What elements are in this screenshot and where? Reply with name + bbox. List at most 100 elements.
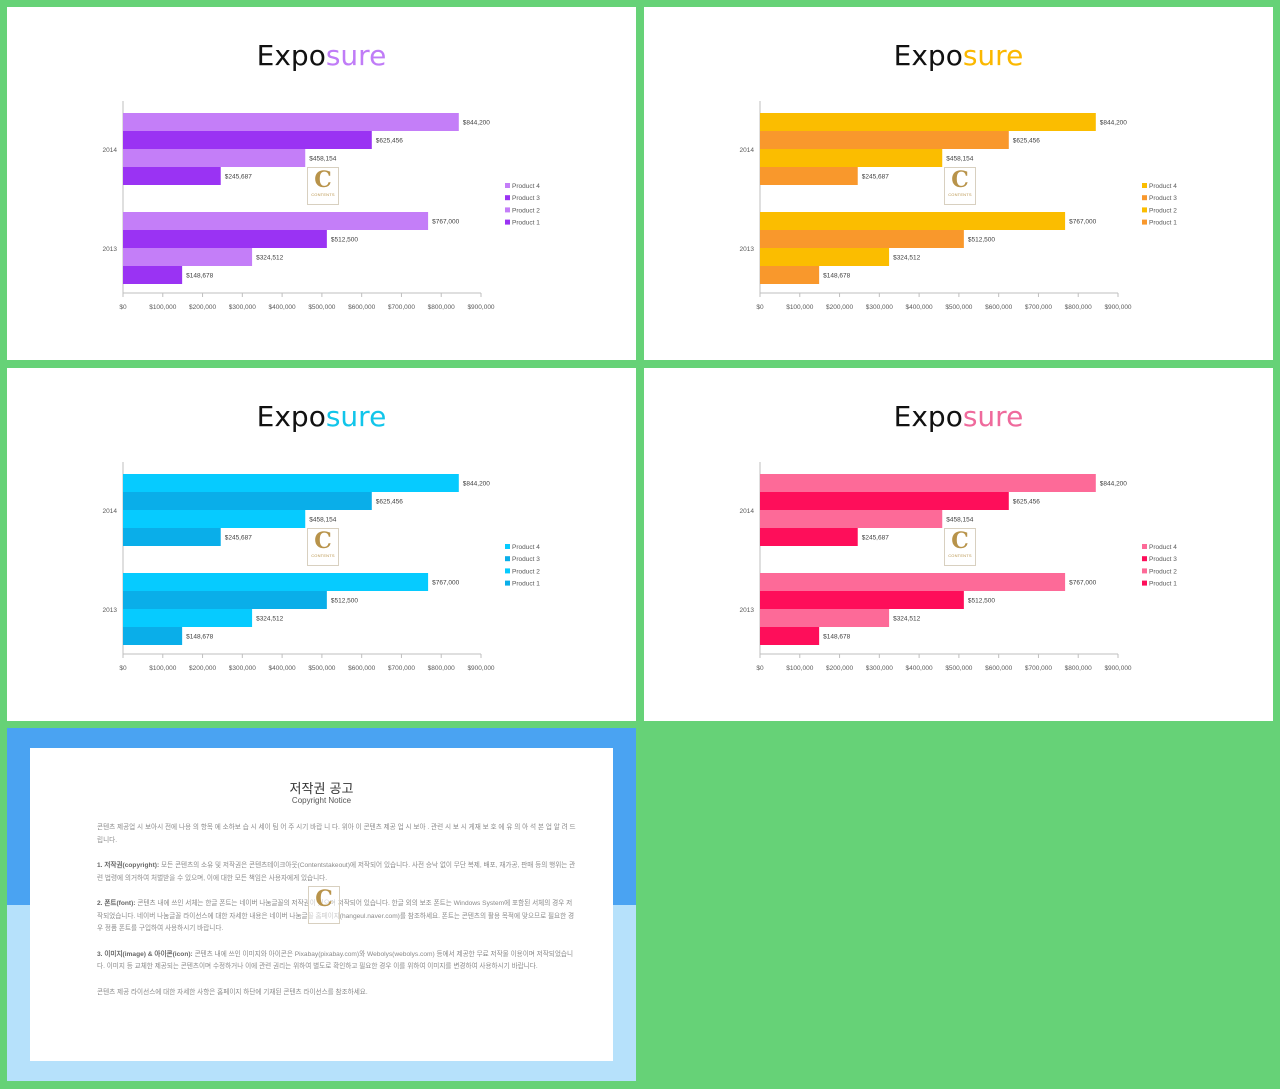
data-label: $324,512 xyxy=(256,255,283,262)
bar-product-4-2013 xyxy=(760,212,1066,230)
category-label: 2013 xyxy=(103,246,118,253)
bar-chart: $0 $100,000 $200,000 $300,000 $400,000 $500,0… xyxy=(740,462,1177,672)
legend-swatch xyxy=(505,580,510,586)
bar-product-1-2014 xyxy=(123,167,221,185)
slide-orange: Exposure $0 $100,000 $200,000 $300,000 $400,0… xyxy=(644,7,1273,360)
data-label: $512,500 xyxy=(968,598,995,605)
legend-swatch xyxy=(505,544,510,549)
x-tick-label: $300,000 xyxy=(866,665,893,672)
data-label: $512,500 xyxy=(968,237,995,244)
bar-product-4-2014 xyxy=(760,113,1096,131)
slide-title: Exposure xyxy=(7,39,636,72)
legend-swatch xyxy=(505,219,510,225)
x-tick-label: $600,000 xyxy=(348,665,375,672)
bar-product-4-2014 xyxy=(123,113,459,131)
category-label: 2014 xyxy=(740,147,755,154)
bar-product-3-2014 xyxy=(123,131,372,149)
data-label: $512,500 xyxy=(331,598,358,605)
x-tick-label: $400,000 xyxy=(269,665,296,672)
x-tick-label: $900,000 xyxy=(467,665,494,672)
bar-product-1-2013 xyxy=(760,627,820,645)
data-label: $458,154 xyxy=(309,517,336,524)
bar-product-3-2014 xyxy=(760,492,1009,510)
bar-product-1-2014 xyxy=(760,528,858,546)
x-tick-label: $700,000 xyxy=(388,665,415,672)
notice-title: 저작권 공고 xyxy=(289,782,354,797)
x-tick-label: $200,000 xyxy=(826,665,853,672)
watermark-letter: C xyxy=(951,528,969,554)
legend-swatch xyxy=(1142,219,1147,225)
bar-product-2-2013 xyxy=(760,248,890,266)
data-label: $148,678 xyxy=(186,634,213,641)
slide-title: Exposure xyxy=(7,400,636,433)
x-tick-label: $0 xyxy=(119,665,127,672)
notice-heading-copyright: 1. 저작권(copyright): xyxy=(97,862,160,869)
watermark-text: CONTENTS xyxy=(311,553,335,558)
bar-product-4-2013 xyxy=(123,573,429,591)
x-tick-label: $100,000 xyxy=(149,304,176,311)
data-label: $844,200 xyxy=(463,120,490,127)
x-tick-label: $400,000 xyxy=(906,304,933,311)
data-label: $458,154 xyxy=(309,156,336,163)
data-label: $148,678 xyxy=(823,273,850,280)
bar-product-2-2014 xyxy=(760,510,943,528)
data-label: $512,500 xyxy=(331,237,358,244)
data-label: $458,154 xyxy=(946,517,973,524)
x-tick-label: $800,000 xyxy=(428,304,455,311)
data-label: $844,200 xyxy=(1100,120,1127,127)
slide-title: Exposure xyxy=(644,39,1273,72)
legend-swatch xyxy=(505,183,510,188)
data-label: $245,687 xyxy=(862,535,889,542)
data-label: $844,200 xyxy=(1100,481,1127,488)
x-tick-label: $300,000 xyxy=(866,304,893,311)
copyright-notice-panel: 저작권 공고 Copyright Notice 콘텐츠 제공업 시 보아시 전에… xyxy=(7,728,636,1081)
slide-title: Exposure xyxy=(644,400,1273,433)
x-tick-label: $800,000 xyxy=(1065,304,1092,311)
x-tick-label: $200,000 xyxy=(826,304,853,311)
legend-swatch xyxy=(1142,195,1147,201)
legend-swatch xyxy=(1142,568,1147,574)
legend-swatch xyxy=(1142,556,1147,562)
bar-chart: $0 $100,000 $200,000 $300,000 $400,000 $500,0… xyxy=(740,101,1177,311)
x-tick-label: $600,000 xyxy=(348,304,375,311)
category-label: 2013 xyxy=(103,607,118,614)
bar-product-3-2013 xyxy=(760,230,964,248)
bar-product-3-2014 xyxy=(760,131,1009,149)
legend-swatch xyxy=(1142,544,1147,549)
legend-label: Product 4 xyxy=(512,544,540,551)
slide-cyan: Exposure $0 $100,000 $200,000 $300,000 $400,0… xyxy=(7,368,636,721)
data-label: $767,000 xyxy=(432,580,459,587)
legend-label: Product 3 xyxy=(1149,195,1177,202)
title-part-dark: Expo xyxy=(893,39,963,72)
legend-swatch xyxy=(505,195,510,201)
data-label: $625,456 xyxy=(376,138,403,145)
x-tick-label: $500,000 xyxy=(308,304,335,311)
data-label: $458,154 xyxy=(946,156,973,163)
legend-label: Product 1 xyxy=(512,220,540,227)
data-label: $148,678 xyxy=(823,634,850,641)
legend-label: Product 3 xyxy=(512,195,540,202)
x-tick-label: $200,000 xyxy=(189,304,216,311)
title-part-dark: Expo xyxy=(256,39,326,72)
bar-product-1-2013 xyxy=(123,266,183,284)
notice-intro: 콘텐츠 제공업 시 보아시 전에 나용 의 항목 에 소하보 습 시 세이 팀 … xyxy=(97,824,576,844)
bar-product-1-2013 xyxy=(760,266,820,284)
watermark-logo: C CONTENTS xyxy=(307,528,339,566)
watermark-text: CONTENTS xyxy=(311,192,335,197)
legend-swatch xyxy=(1142,207,1147,213)
bar-product-3-2013 xyxy=(123,591,327,609)
watermark-logo: C xyxy=(308,886,340,924)
slide-pink: Exposure $0 $100,000 $200,000 $300,000 $400,0… xyxy=(644,368,1273,721)
bar-product-1-2014 xyxy=(760,167,858,185)
bar-product-3-2013 xyxy=(760,591,964,609)
data-label: $625,456 xyxy=(1013,499,1040,506)
x-tick-label: $800,000 xyxy=(1065,665,1092,672)
data-label: $324,512 xyxy=(256,616,283,623)
notice-heading-font: 2. 폰트(font): xyxy=(97,900,136,907)
data-label: $245,687 xyxy=(225,174,252,181)
notice-outro: 콘텐츠 제공 라이선스에 대한 자세한 사항은 홈페이지 하단에 기재된 콘텐츠… xyxy=(97,988,368,996)
watermark-text: CONTENTS xyxy=(948,553,972,558)
title-part-accent: sure xyxy=(325,400,387,433)
x-tick-label: $300,000 xyxy=(229,304,256,311)
x-tick-label: $600,000 xyxy=(985,304,1012,311)
